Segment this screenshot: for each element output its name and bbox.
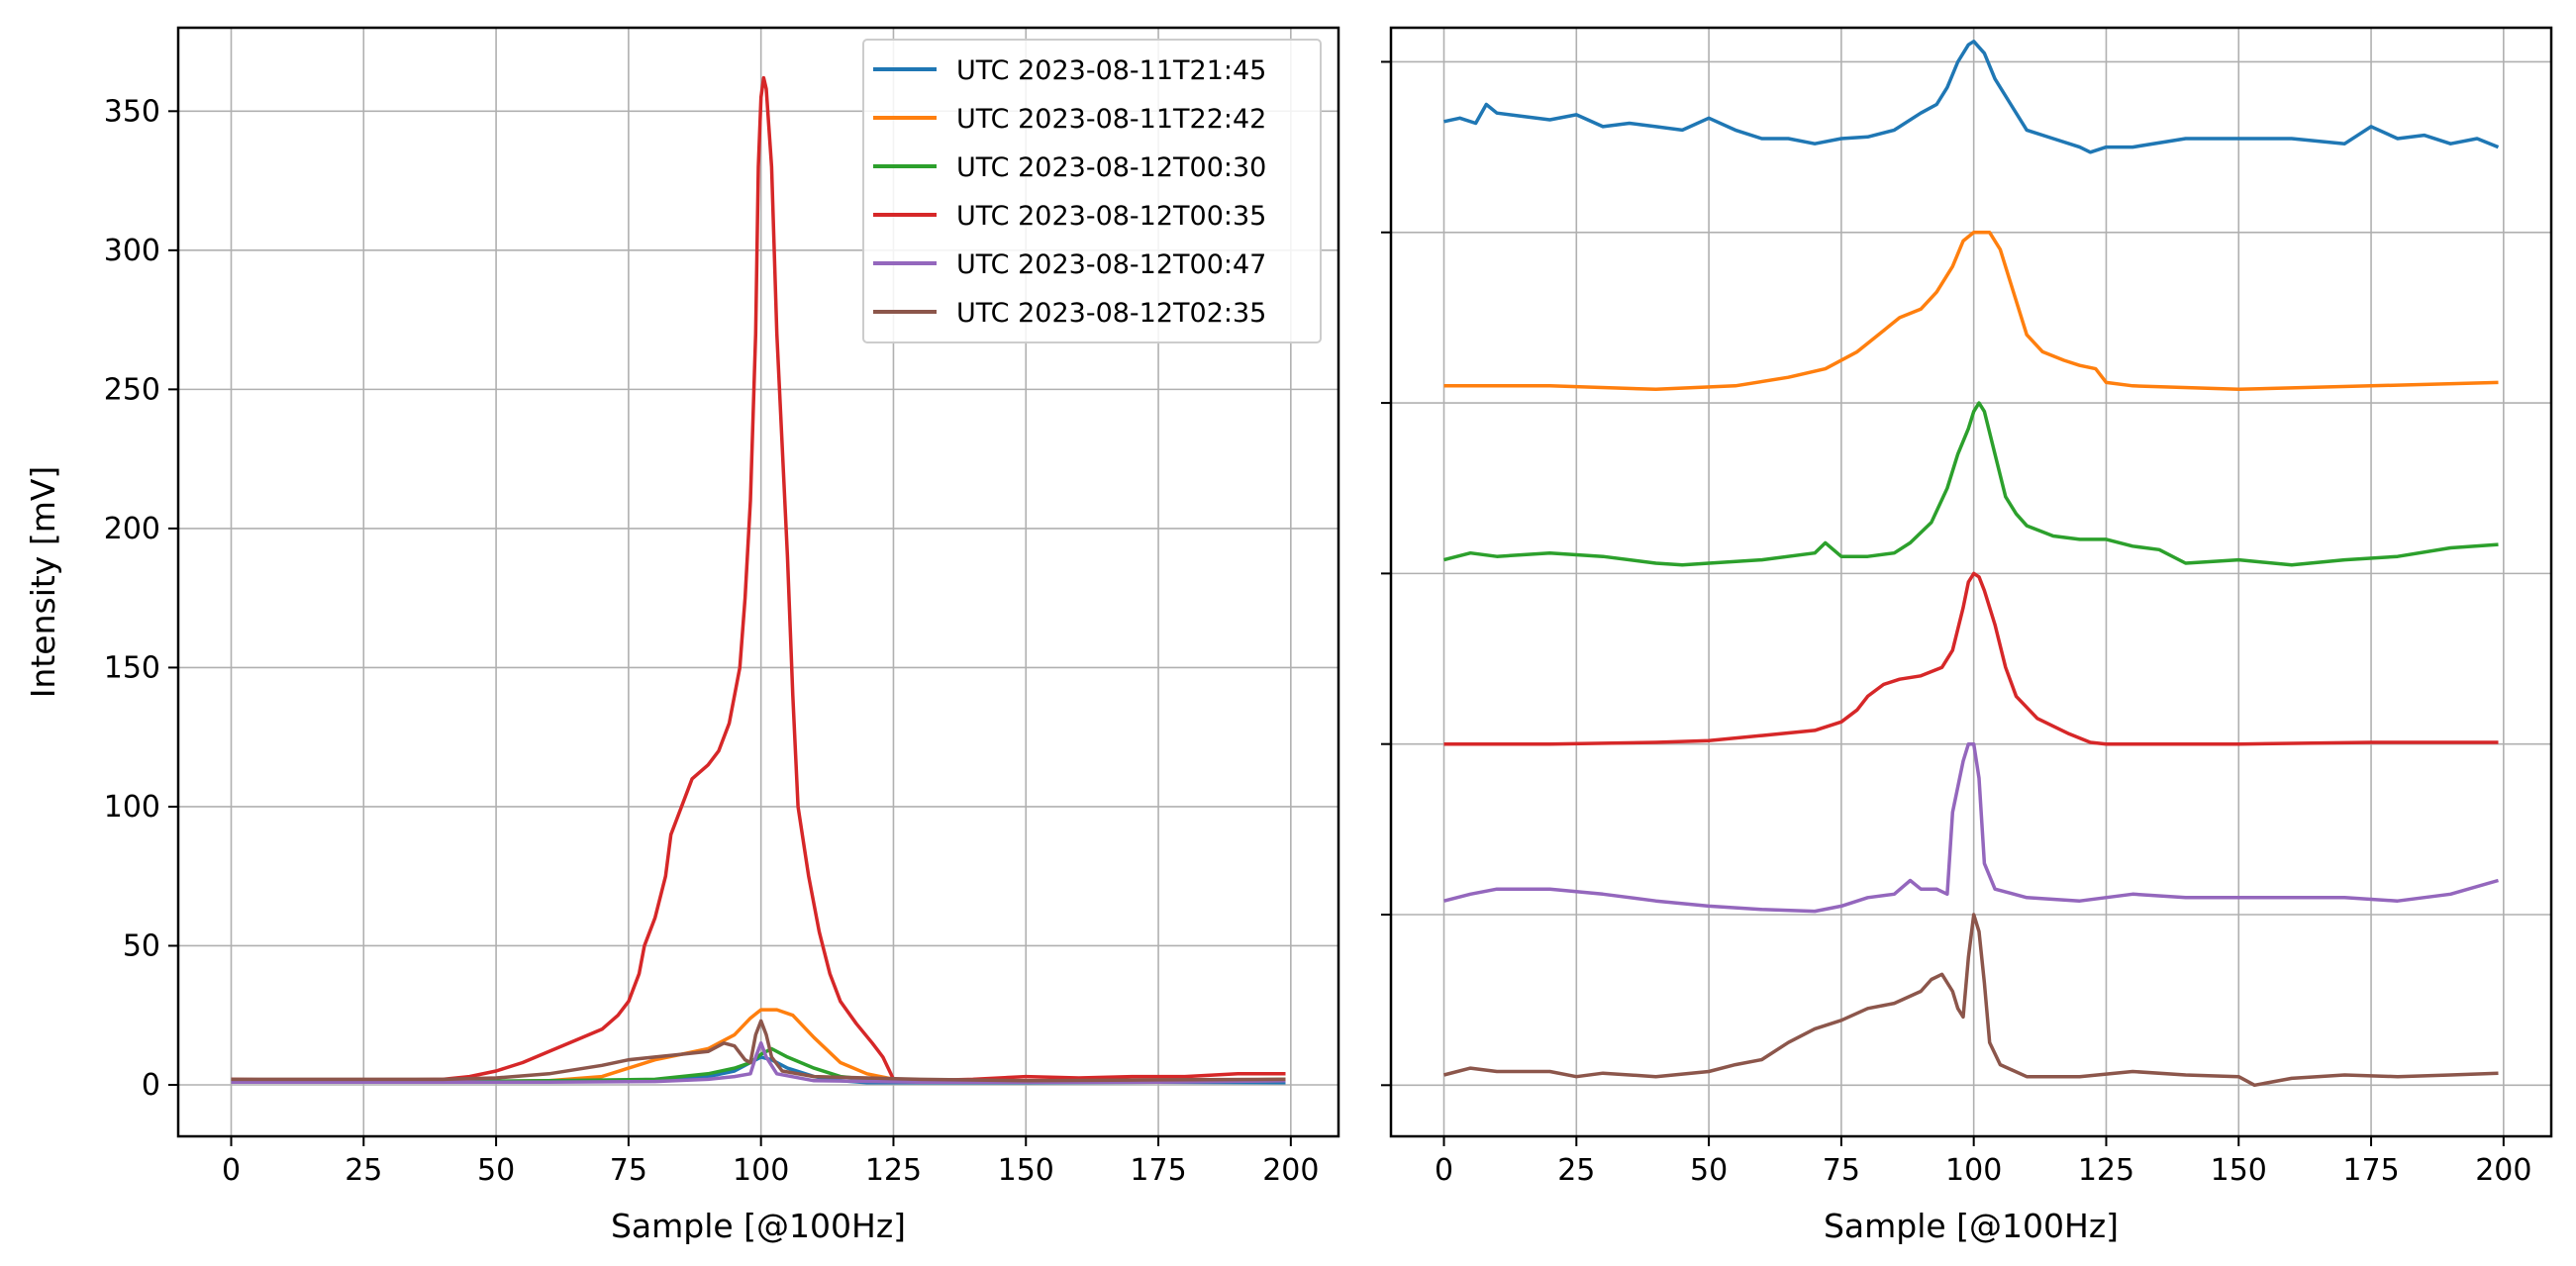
left-y-tick-label: 150: [104, 650, 160, 685]
left-axes-frame: [176, 26, 1340, 1138]
right-series-line-5: [1443, 741, 2499, 914]
left-y-tick-label: 100: [104, 790, 160, 825]
right-x-tick-label: 0: [1435, 1153, 1453, 1188]
right-x-tick-label: 150: [2211, 1153, 2267, 1188]
right-axes-frame: [1389, 26, 2553, 1138]
left-ticks: 0 25 50 75 100 125 150 175 200 0 50 100 150 200 250 300…: [104, 94, 1320, 1188]
left-y-tick-label: 0: [142, 1068, 160, 1103]
right-plot-area: [1391, 28, 2551, 1136]
left-series-line-6: [231, 1019, 1286, 1083]
left-y-tick-label: 350: [104, 94, 160, 129]
right-ticks: 0 25 50 75 100 125 150 175 200: [1381, 60, 2531, 1188]
right-x-axis-label: Sample [@100Hz]: [1824, 1207, 2119, 1245]
left-x-tick-label: 200: [1262, 1153, 1319, 1188]
right-x-tick-label: 75: [1823, 1153, 1860, 1188]
left-x-tick-label: 50: [477, 1153, 515, 1188]
left-x-tick-label: 175: [1130, 1153, 1186, 1188]
legend: UTC 2023-08-11T21:45 UTC 2023-08-11T22:42…: [862, 39, 1322, 343]
right-series-lines: [1443, 40, 2500, 1088]
right-x-tick-label: 125: [2078, 1153, 2134, 1188]
left-series-lines: [231, 75, 1286, 1085]
legend-frame: [862, 39, 1322, 343]
left-y-tick-label: 300: [104, 234, 160, 268]
legend-label-2: UTC 2023-08-11T22:42: [956, 104, 1266, 135]
legend-label-1: UTC 2023-08-11T21:45: [956, 55, 1266, 86]
right-x-tick-label: 100: [1945, 1153, 2002, 1188]
legend-label-3: UTC 2023-08-12T00:30: [956, 152, 1266, 183]
right-series-line-3: [1443, 401, 2499, 567]
left-series-line-5: [231, 1041, 1286, 1084]
left-x-tick-label: 150: [998, 1153, 1054, 1188]
left-x-tick-label: 75: [610, 1153, 647, 1188]
left-y-tick-label: 50: [123, 928, 160, 963]
right-x-tick-label: 200: [2475, 1153, 2531, 1188]
right-x-tick-label: 175: [2342, 1153, 2399, 1188]
left-series-line-4: [231, 75, 1286, 1083]
right-plot-panel: 0 25 50 75 100 125 150 175 200 Sample [@100Hz]: [1381, 26, 2553, 1245]
left-x-tick-label: 25: [345, 1153, 382, 1188]
right-series-line-4: [1443, 571, 2499, 746]
legend-label-5: UTC 2023-08-12T00:47: [956, 249, 1266, 280]
right-x-tick-label: 50: [1690, 1153, 1728, 1188]
right-series-line-2: [1443, 231, 2499, 392]
left-plot-panel: 0 25 50 75 100 125 150 175 200 0 50 100 150 200 250 300…: [24, 26, 1340, 1245]
legend-label-4: UTC 2023-08-12T00:35: [956, 201, 1266, 232]
right-x-tick-label: 25: [1557, 1153, 1595, 1188]
right-series-line-6: [1443, 913, 2499, 1088]
right-series-line-1: [1443, 40, 2500, 154]
legend-label-6: UTC 2023-08-12T02:35: [956, 298, 1266, 329]
left-x-axis-label: Sample [@100Hz]: [611, 1207, 906, 1245]
left-y-tick-label: 200: [104, 512, 160, 546]
left-y-axis-label: Intensity [mV]: [24, 466, 62, 699]
left-x-tick-label: 0: [222, 1153, 241, 1188]
left-y-tick-label: 250: [104, 372, 160, 407]
left-x-tick-label: 100: [733, 1153, 789, 1188]
left-x-tick-label: 125: [865, 1153, 922, 1188]
